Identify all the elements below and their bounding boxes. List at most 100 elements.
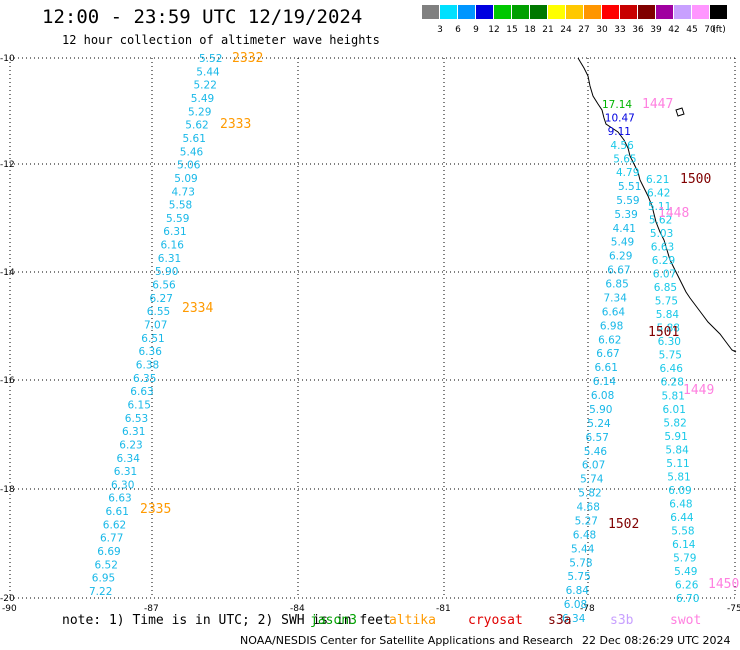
wave-height-value: 6.70 <box>676 593 699 605</box>
lon-tick-label: -90 <box>2 604 17 614</box>
wave-height-value: 6.07 <box>582 460 605 472</box>
credit-line: NOAA/NESDIS Center for Satellite Applica… <box>240 634 574 647</box>
legend-swatch <box>530 5 547 19</box>
legend-swatch <box>440 5 457 19</box>
legend-label: 21 <box>542 25 554 35</box>
legend-swatch <box>674 5 691 19</box>
legend-label: 33 <box>614 25 626 35</box>
wave-height-value: 5.49 <box>611 237 634 249</box>
wave-height-value: 6.48 <box>573 529 596 541</box>
wave-height-value: 6.08 <box>591 390 614 402</box>
wave-height-value: 6.52 <box>95 559 118 571</box>
wave-height-value: 6.85 <box>605 279 628 291</box>
wave-height-value: 6.62 <box>598 334 621 346</box>
wave-height-value: 5.75 <box>655 296 678 308</box>
wave-height-value: 6.16 <box>161 240 185 252</box>
mission-label: s3a <box>548 613 572 628</box>
wave-height-value: 5.24 <box>587 418 611 430</box>
legend-swatch <box>638 5 655 19</box>
wave-height-value: 5.09 <box>174 173 197 185</box>
legend-swatch <box>458 5 475 19</box>
coastline <box>577 57 737 353</box>
legend-swatch <box>512 5 529 19</box>
pass-id-label: 2334 <box>182 301 213 316</box>
legend-swatch <box>692 5 709 19</box>
lon-tick-label: -75 <box>727 604 740 614</box>
legend-label: 70 <box>704 25 716 35</box>
wave-height-value: 5.84 <box>656 309 680 321</box>
wave-height-value: 6.07 <box>653 269 676 281</box>
legend-swatch <box>656 5 673 19</box>
wave-height-value: 5.62 <box>649 215 672 227</box>
wave-height-value: 5.46 <box>584 446 608 458</box>
wave-height-value: 6.95 <box>92 573 115 585</box>
pass-id-label: 1448 <box>658 206 689 221</box>
pass-id-label: 2335 <box>140 502 171 517</box>
wave-height-value: 5.62 <box>185 120 208 132</box>
wave-height-value: 6.98 <box>600 320 623 332</box>
wave-height-value: 6.34 <box>562 613 586 625</box>
wave-height-value: 6.01 <box>663 404 686 416</box>
lon-tick-label: -78 <box>580 604 595 614</box>
wave-height-value: 6.38 <box>136 360 159 372</box>
wave-height-points: 5.525.445.225.495.295.625.615.465.065.09… <box>89 53 699 625</box>
lon-tick-label: -84 <box>290 604 305 614</box>
wave-height-value: 6.63 <box>651 242 674 254</box>
legend-swatch <box>476 5 493 19</box>
wave-height-value: 6.31 <box>158 253 181 265</box>
wave-height-value: 6.31 <box>163 226 186 238</box>
wave-height-value: 4.73 <box>172 186 195 198</box>
lat-tick-label: -20 <box>0 594 15 604</box>
wave-height-value: 6.61 <box>595 362 618 374</box>
legend-label: 6 <box>455 25 461 35</box>
wave-height-value: 5.88 <box>657 323 680 335</box>
wave-height-value: 5.82 <box>578 488 601 500</box>
wave-height-value: 6.44 <box>670 512 694 524</box>
legend-unit: (ft) <box>712 25 726 35</box>
pass-id-label: 1449 <box>683 383 714 398</box>
wave-height-value: 6.77 <box>100 533 123 545</box>
wave-height-value: 5.51 <box>618 181 641 193</box>
wave-height-value: 5.58 <box>671 525 694 537</box>
pass-id-label: 1447 <box>642 97 673 112</box>
wave-height-value: 6.62 <box>103 519 126 531</box>
lon-tick-label: -87 <box>144 604 159 614</box>
lat-tick-label: -14 <box>0 268 15 278</box>
wave-height-value: 5.49 <box>191 93 214 105</box>
wave-height-value: 6.53 <box>125 413 148 425</box>
wave-height-value: 6.36 <box>139 346 163 358</box>
pass-id-label: 1450 <box>708 577 739 592</box>
wave-height-value: 5.39 <box>614 209 637 221</box>
wave-height-value: 5.27 <box>575 516 598 528</box>
wave-height-value: 5.06 <box>177 160 201 172</box>
legend-label: 12 <box>488 25 500 35</box>
wave-height-value: 6.42 <box>647 188 670 200</box>
wave-height-value: 5.81 <box>667 471 690 483</box>
lat-tick-label: -18 <box>0 485 15 495</box>
legend-swatch <box>602 5 619 19</box>
wave-height-value: 5.29 <box>188 106 211 118</box>
wave-height-value: 9.11 <box>608 126 631 138</box>
legend-swatch <box>584 5 601 19</box>
wave-height-value: 6.64 <box>602 306 626 318</box>
lat-tick-label: -12 <box>0 160 15 170</box>
legend-label: 18 <box>524 25 536 35</box>
wave-height-value: 6.29 <box>609 251 632 263</box>
legend-label: 36 <box>632 25 644 35</box>
wave-height-value: 5.74 <box>580 474 604 486</box>
wave-height-value: 5.59 <box>616 195 639 207</box>
wave-height-value: 6.34 <box>117 453 141 465</box>
wave-height-value: 5.84 <box>665 444 689 456</box>
generated-timestamp: 22 Dec 08:26:29 UTC 2024 <box>582 634 731 647</box>
wave-height-value: 6.35 <box>133 373 156 385</box>
wave-height-value: 6.29 <box>652 255 675 267</box>
legend-label: 27 <box>578 25 590 35</box>
wave-height-value: 6.09 <box>668 485 691 497</box>
mission-label: s3b <box>610 613 634 628</box>
wave-height-value: 5.81 <box>662 390 685 402</box>
legend-label: 39 <box>650 25 662 35</box>
wave-height-value: 5.44 <box>571 543 595 555</box>
lat-tick-label: -10 <box>0 54 15 64</box>
pass-id-label: 1501 <box>648 325 679 340</box>
